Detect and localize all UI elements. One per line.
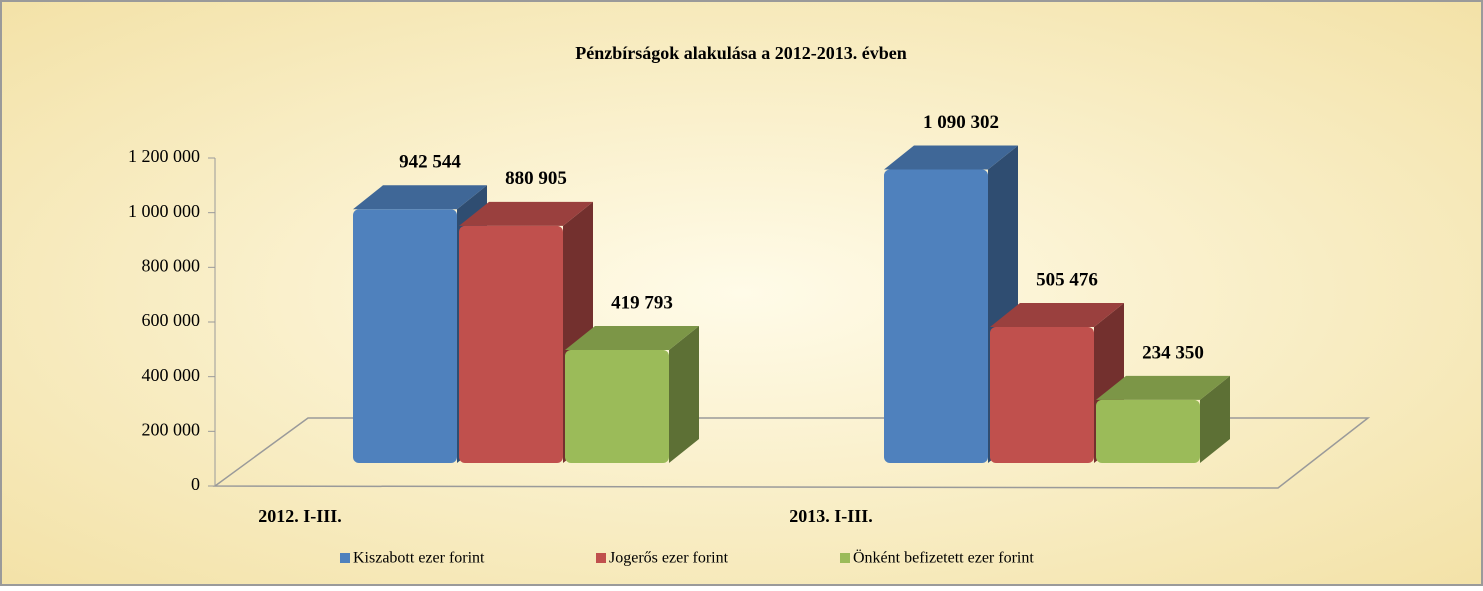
bar-side	[669, 326, 699, 463]
legend-swatch	[596, 553, 606, 563]
bar-top	[459, 201, 593, 226]
value-label: 1 090 302	[923, 112, 999, 133]
bar	[990, 326, 1094, 463]
bar-top	[565, 326, 699, 351]
y-tick-label: 1 200 000	[128, 146, 200, 166]
value-label: 234 350	[1142, 342, 1204, 363]
y-tick-label: 400 000	[142, 365, 201, 385]
bar-top	[1096, 375, 1230, 400]
chart-title: Pénzbírságok alakulása a 2012-2013. évbe…	[575, 43, 907, 63]
legend-swatch	[340, 553, 350, 563]
bar-top	[990, 302, 1124, 327]
legend-label: Jogerős ezer forint	[609, 550, 729, 567]
y-tick-label: 800 000	[142, 255, 201, 275]
floor	[212, 417, 1371, 489]
bar	[1096, 399, 1200, 463]
bar	[884, 169, 988, 463]
bar-top	[884, 145, 1018, 170]
value-label: 419 793	[611, 292, 673, 313]
bar-top	[353, 185, 487, 210]
y-tick-label: 200 000	[142, 419, 201, 439]
x-tick-label: 2012. I-III.	[258, 506, 342, 526]
value-label: 880 905	[505, 168, 567, 189]
bar	[459, 225, 563, 463]
legend-swatch	[840, 553, 850, 563]
y-tick-label: 1 000 000	[128, 201, 200, 221]
bar-side	[1200, 375, 1230, 463]
bar	[565, 350, 669, 463]
y-tick-label: 600 000	[142, 310, 201, 330]
legend-label: Önként befizetett ezer forint	[853, 549, 1034, 567]
legend-label: Kiszabott ezer forint	[353, 550, 485, 567]
value-label: 942 544	[399, 152, 461, 173]
y-tick-label: 0	[191, 474, 200, 494]
bar	[353, 209, 457, 463]
x-tick-label: 2013. I-III.	[789, 506, 873, 526]
value-label: 505 476	[1036, 269, 1098, 290]
